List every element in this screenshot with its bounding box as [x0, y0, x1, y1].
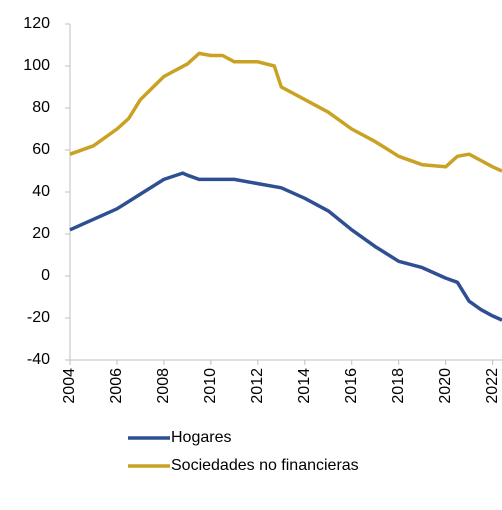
x-tick-label: 2020: [437, 368, 454, 404]
legend-label: Sociedades no financieras: [171, 457, 359, 474]
x-tick-label: 2012: [249, 368, 266, 404]
y-tick-label: -40: [27, 351, 50, 368]
x-tick-label: 2008: [155, 368, 172, 404]
y-tick-label: 0: [41, 267, 50, 284]
y-tick-label: 20: [32, 225, 50, 242]
legend-label: Hogares: [171, 429, 231, 446]
x-tick-label: 2014: [296, 368, 313, 404]
x-tick-label: 2004: [61, 368, 78, 404]
x-tick-label: 2006: [108, 368, 125, 404]
y-tick-label: 40: [32, 183, 50, 200]
y-tick-label: -20: [27, 309, 50, 326]
series-line: [69, 51, 502, 173]
y-tick-label: 100: [23, 57, 50, 74]
y-tick-label: 120: [23, 15, 50, 32]
series-line: [69, 171, 502, 322]
x-tick-label: 2010: [202, 368, 219, 404]
y-tick-label: 80: [32, 99, 50, 116]
x-tick-label: 2022: [484, 368, 501, 404]
y-tick-label: 60: [32, 141, 50, 158]
x-tick-label: 2016: [343, 368, 360, 404]
x-tick-label: 2018: [390, 368, 407, 404]
